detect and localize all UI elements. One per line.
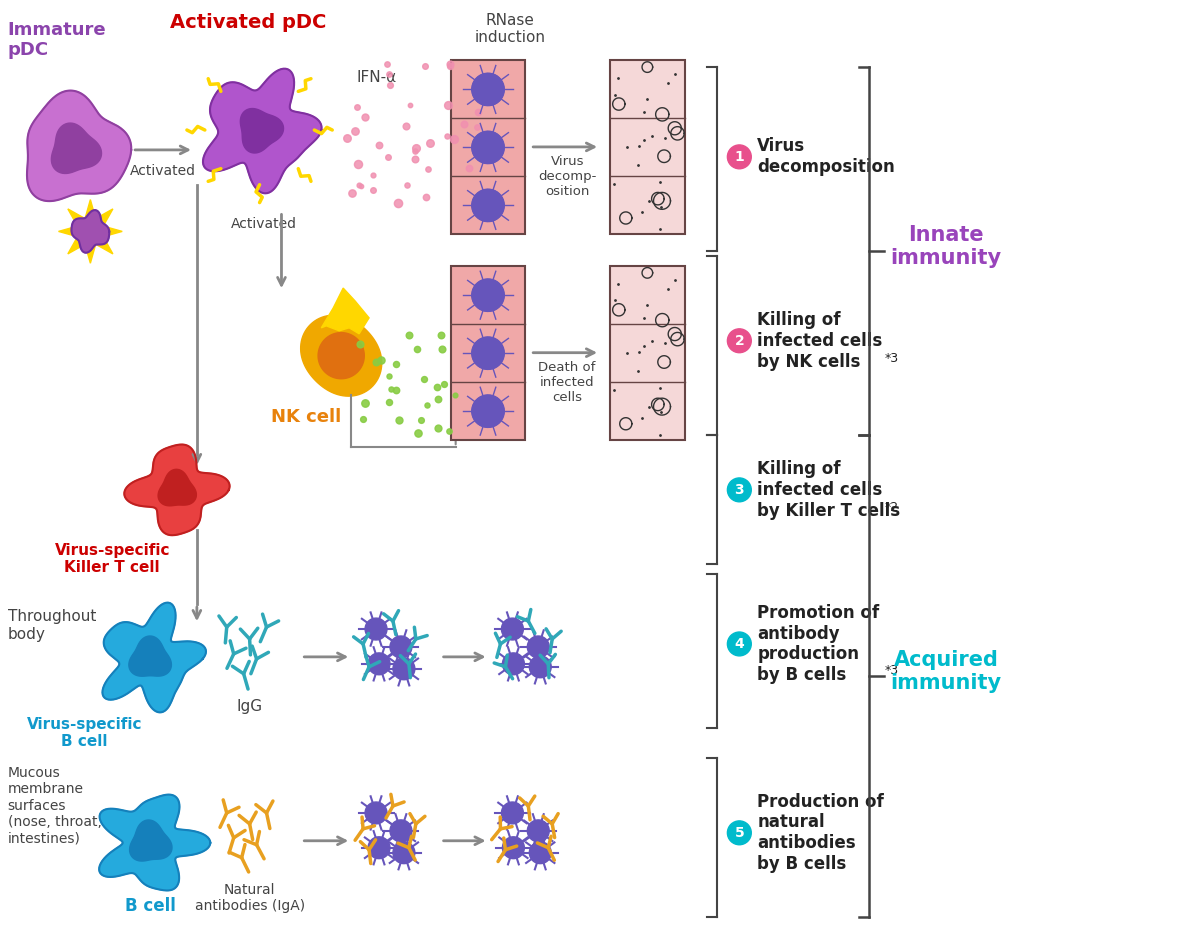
Polygon shape — [471, 73, 505, 106]
Text: B cell: B cell — [124, 898, 176, 915]
Polygon shape — [368, 653, 390, 675]
Polygon shape — [393, 841, 415, 864]
Bar — [610, 61, 684, 234]
Polygon shape — [129, 636, 171, 676]
Text: IFN-α: IFN-α — [356, 70, 396, 85]
Polygon shape — [471, 395, 505, 428]
Text: 5: 5 — [734, 826, 744, 840]
Text: Virus-specific
B cell: Virus-specific B cell — [26, 717, 142, 749]
Circle shape — [727, 329, 751, 353]
Bar — [451, 61, 525, 234]
Polygon shape — [51, 124, 102, 173]
Polygon shape — [158, 469, 196, 505]
Circle shape — [727, 632, 751, 656]
Text: *3: *3 — [885, 352, 898, 365]
Text: 2: 2 — [734, 334, 744, 348]
Polygon shape — [72, 210, 109, 253]
Text: Death of
infected
cells: Death of infected cells — [538, 360, 596, 403]
Polygon shape — [471, 279, 505, 312]
Polygon shape — [28, 91, 132, 201]
Text: *3: *3 — [885, 665, 898, 678]
Text: 1: 1 — [734, 150, 744, 164]
Polygon shape — [501, 618, 524, 640]
Polygon shape — [530, 841, 551, 864]
Polygon shape — [99, 795, 210, 890]
Polygon shape — [129, 820, 172, 861]
Polygon shape — [471, 337, 505, 370]
Text: Production of
natural
antibodies
by B cells: Production of natural antibodies by B ce… — [757, 793, 884, 873]
Text: 3: 3 — [734, 483, 744, 497]
Text: Natural
antibodies (IgA): Natural antibodies (IgA) — [195, 883, 305, 913]
Text: Immature
pDC: Immature pDC — [7, 21, 106, 60]
Text: Activated pDC: Activated pDC — [170, 13, 327, 32]
Circle shape — [727, 145, 751, 168]
Text: Activated: Activated — [130, 164, 196, 178]
Bar — [610, 266, 684, 440]
Polygon shape — [471, 131, 505, 164]
Polygon shape — [322, 288, 370, 334]
Polygon shape — [368, 837, 390, 858]
Polygon shape — [471, 189, 505, 222]
Polygon shape — [203, 68, 322, 194]
Text: RNase
induction: RNase induction — [475, 13, 545, 45]
Polygon shape — [501, 802, 524, 824]
Polygon shape — [390, 820, 411, 841]
Polygon shape — [527, 820, 549, 841]
Text: 4: 4 — [734, 637, 744, 651]
Circle shape — [727, 821, 751, 845]
Text: Killing of
infected cells
by NK cells: Killing of infected cells by NK cells — [757, 311, 883, 371]
Text: Innate
immunity: Innate immunity — [891, 225, 1002, 268]
Polygon shape — [527, 636, 549, 658]
Polygon shape — [240, 109, 283, 153]
Polygon shape — [318, 332, 365, 379]
Text: Virus
decomposition: Virus decomposition — [757, 138, 895, 176]
Text: Acquired
immunity: Acquired immunity — [891, 650, 1002, 693]
Polygon shape — [365, 802, 388, 824]
Polygon shape — [502, 653, 524, 675]
Text: Virus
decomp-
osition: Virus decomp- osition — [538, 154, 597, 197]
Text: Virus-specific
Killer T cell: Virus-specific Killer T cell — [55, 543, 170, 575]
Text: IgG: IgG — [237, 698, 263, 713]
Polygon shape — [59, 199, 122, 263]
Circle shape — [727, 478, 751, 502]
Polygon shape — [530, 656, 551, 678]
Polygon shape — [124, 445, 230, 535]
Bar — [451, 266, 525, 440]
Polygon shape — [502, 837, 524, 858]
Text: Mucous
membrane
surfaces
(nose, throat,
intestines): Mucous membrane surfaces (nose, throat, … — [7, 767, 102, 845]
Text: Activated: Activated — [231, 216, 297, 230]
Polygon shape — [393, 658, 415, 680]
Polygon shape — [390, 636, 411, 658]
Polygon shape — [365, 618, 388, 640]
Text: Throughout
body: Throughout body — [7, 609, 96, 641]
Text: *2: *2 — [885, 502, 898, 514]
Polygon shape — [103, 603, 206, 712]
Text: NK cell: NK cell — [271, 408, 342, 427]
Polygon shape — [300, 315, 382, 396]
Text: Promotion of
antibody
production
by B cells: Promotion of antibody production by B ce… — [757, 604, 879, 684]
Text: Killing of
infected cells
by Killer T cells: Killing of infected cells by Killer T ce… — [757, 461, 901, 519]
